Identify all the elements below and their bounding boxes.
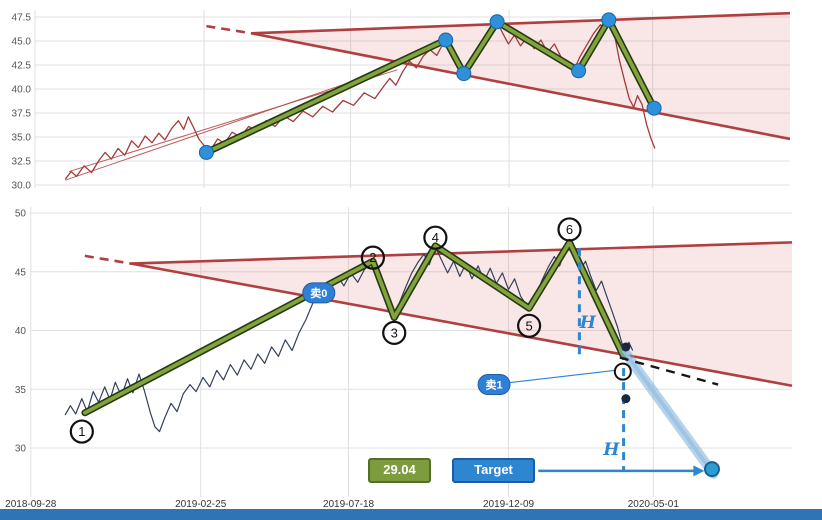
sell-badge-label: 卖0 [310, 286, 327, 300]
sell-badge-connector [509, 369, 615, 384]
y-axis-tick-label: 45.0 [12, 37, 32, 48]
x-axis-tick-label: 2020-05-01 [628, 499, 680, 510]
sell-badge-label: 卖1 [485, 378, 502, 392]
pivot-marker-dot [198, 144, 214, 160]
target-box: Target [452, 458, 535, 483]
price-value-box: 29.04 [368, 458, 431, 483]
y-axis-tick-label: 30 [15, 444, 27, 455]
y-axis-tick-label: 42.5 [12, 61, 32, 72]
height-label: H [579, 313, 597, 333]
pivot-number-circle [69, 419, 94, 444]
pivot-number-label: 6 [566, 222, 573, 237]
pivot-marker-dot [646, 100, 662, 116]
pivot-number-circle [382, 320, 407, 345]
wedge-dashed-extension [206, 24, 252, 35]
pivot-marker-dot [456, 66, 472, 82]
x-axis-tick-label: 2019-12-09 [483, 499, 535, 510]
y-axis-tick-label: 40.0 [12, 85, 32, 96]
zigzag-line [83, 240, 626, 415]
breakout-open-circle [613, 362, 632, 381]
pivot-number-label: 3 [391, 325, 398, 340]
pivot-marker-dot [438, 32, 454, 48]
marker-dot [621, 342, 631, 352]
pivot-number-label: 1 [78, 424, 85, 439]
target-arrow-head [693, 465, 705, 477]
y-axis-tick-label: 50 [15, 209, 27, 220]
wedge-upper-trendline [251, 11, 791, 35]
projection-band-inner [621, 349, 716, 476]
price-line [64, 21, 656, 180]
y-axis-tick-label: 47.5 [12, 13, 32, 24]
x-axis-tick-label: 2019-02-25 [175, 499, 227, 510]
pivot-marker-dot [489, 14, 505, 30]
pivot-number-label: 4 [432, 230, 439, 245]
pivot-number-circle [360, 245, 385, 270]
bottom-scrollbar[interactable] [0, 509, 822, 520]
y-axis-tick-label: 40 [15, 326, 27, 337]
y-axis-tick-label: 30.0 [12, 181, 32, 192]
height-label: H [602, 440, 620, 460]
wedge-upper-trendline [130, 241, 793, 265]
pivot-number-circle [423, 225, 448, 250]
y-axis-tick-label: 45 [15, 267, 27, 278]
pivot-number-circle [557, 217, 582, 242]
wedge-lower-trendline [251, 32, 791, 141]
pivot-number-label: 2 [369, 250, 376, 265]
y-axis-tick-label: 32.5 [12, 157, 32, 168]
sell-badge [477, 374, 511, 396]
breakdown-dashed-line [619, 356, 719, 386]
y-axis-tick-label: 37.5 [12, 109, 32, 120]
x-axis-tick-label: 2018-09-28 [5, 499, 57, 510]
pivot-marker-dot [571, 63, 587, 79]
wedge-dashed-extension [84, 254, 131, 265]
target-dot [703, 461, 720, 478]
wedge-lower-trendline [130, 262, 793, 388]
y-axis-tick-label: 35.0 [12, 133, 32, 144]
marker-dot [621, 394, 631, 404]
sell-badge [302, 282, 336, 304]
pivot-number-circle [517, 313, 542, 338]
y-axis-tick-label: 35 [15, 385, 27, 396]
x-axis-tick-label: 2019-07-18 [323, 499, 375, 510]
pivot-marker-dot [601, 12, 617, 28]
pivot-number-label: 5 [525, 318, 532, 333]
